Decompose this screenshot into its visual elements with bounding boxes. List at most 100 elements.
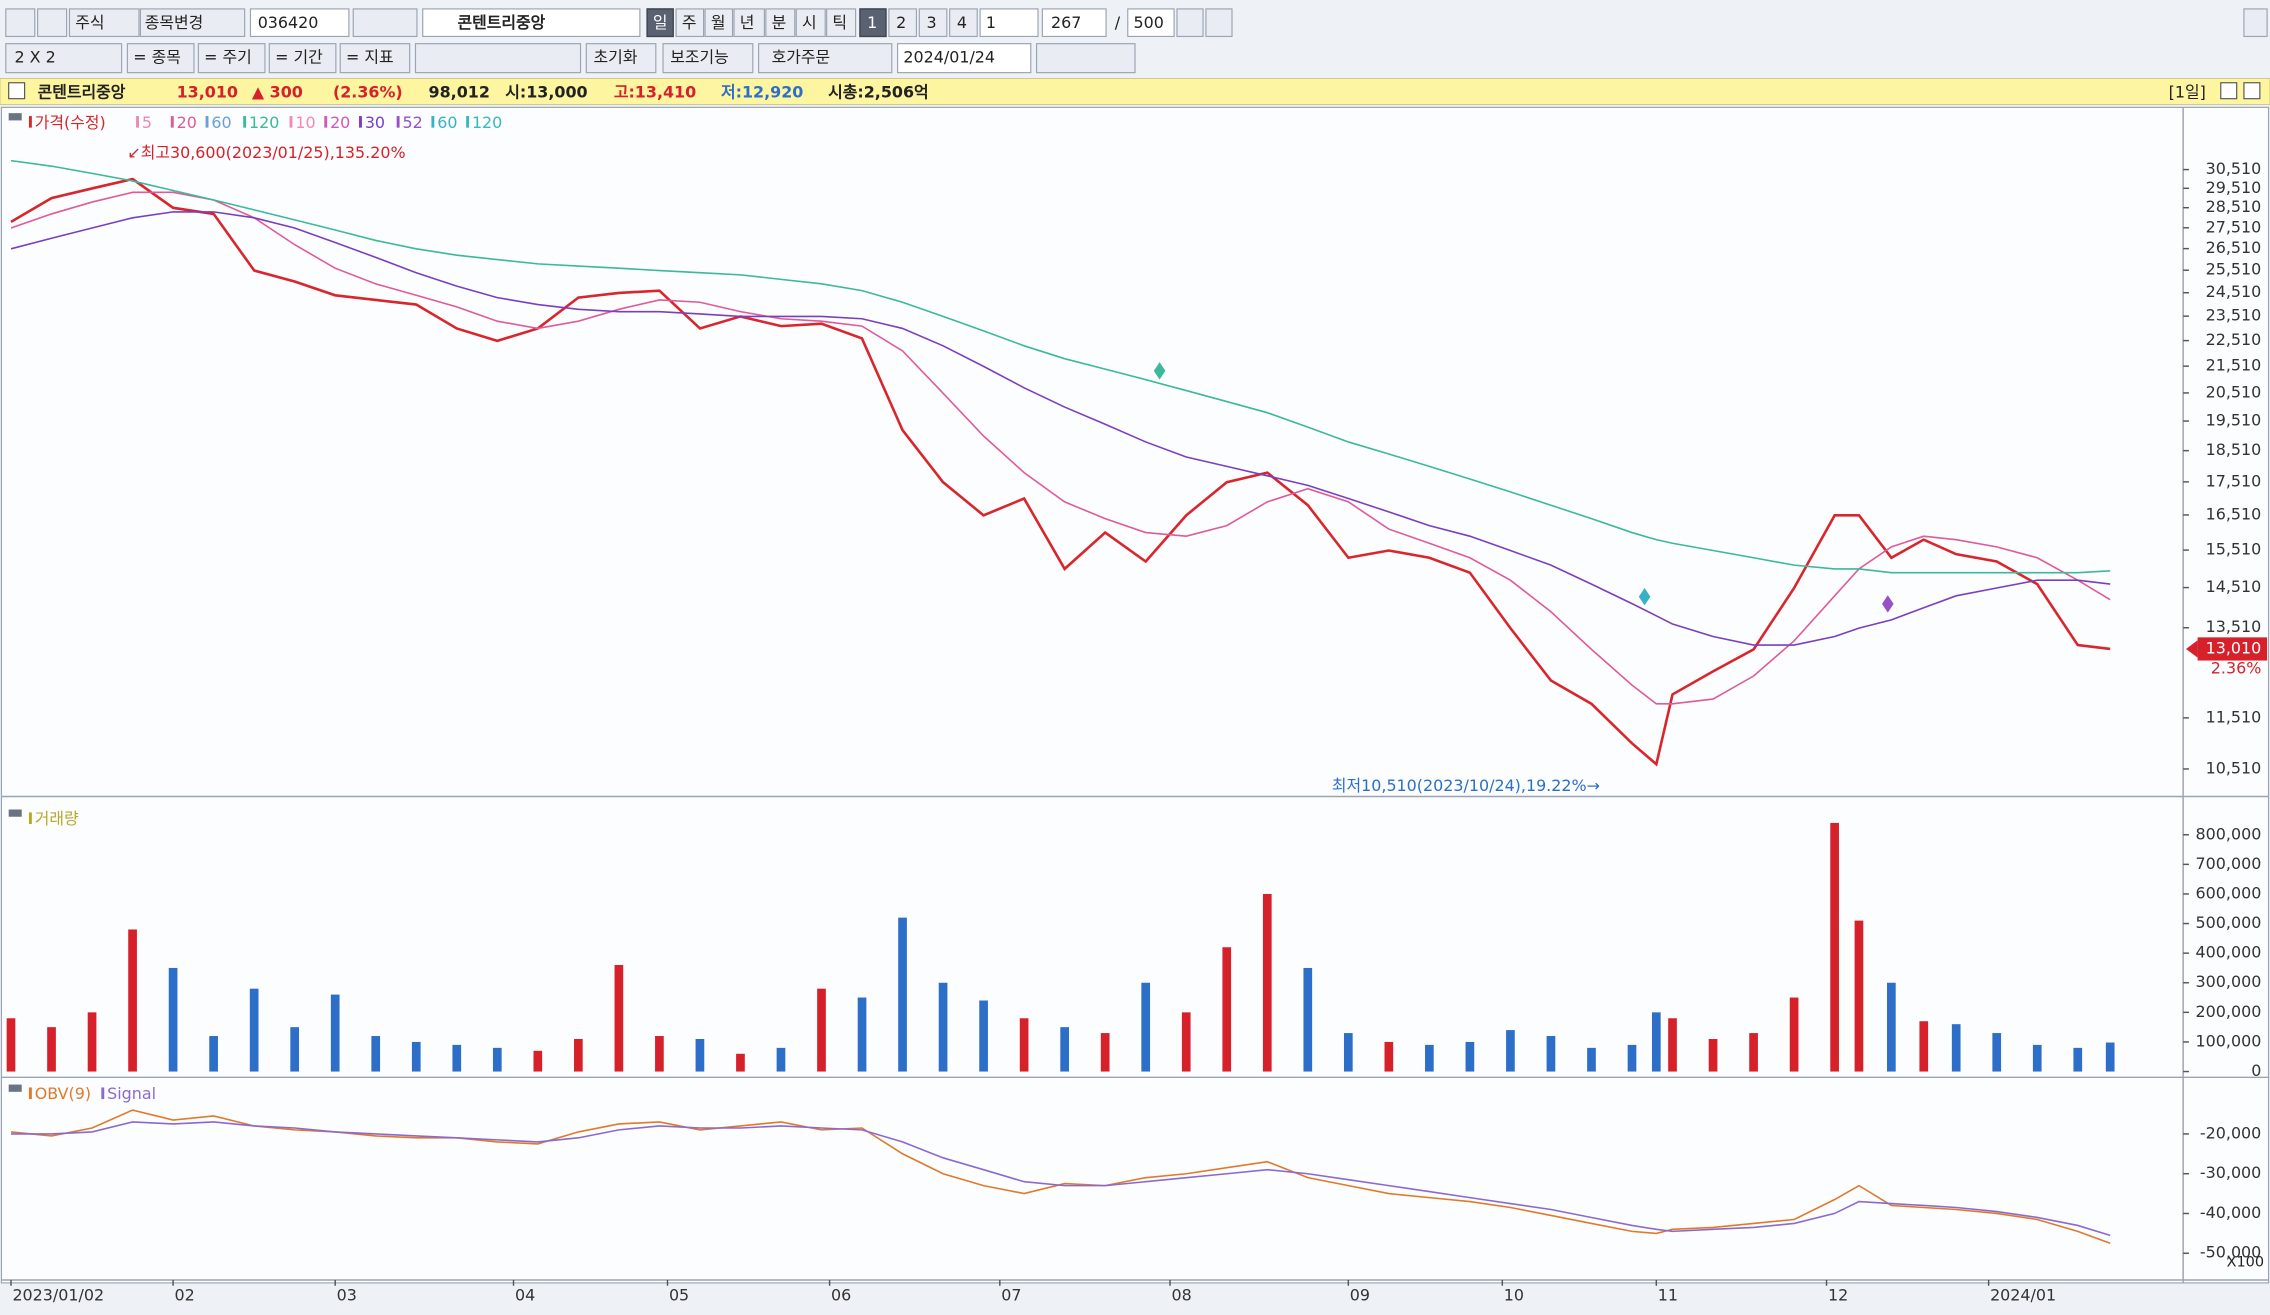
indicator-button-label: = 지표 [346,48,394,67]
layout-label: 3 [927,13,937,32]
close-button[interactable] [2243,82,2261,100]
y-tick-label: 11,510 [2206,707,2262,726]
volume-bar [1951,1024,1961,1072]
y-tick-label: 30,510 [2206,159,2262,178]
interval-select[interactable] [979,8,1039,38]
range-button-label: = 기간 [275,48,323,67]
x-tick-label: 12 [1828,1285,1848,1304]
layout-label: 4 [957,13,967,32]
order-button[interactable] [758,43,893,74]
last-change-label: 2.36% [2211,659,2262,678]
toolbar-row-2: 2 X 2 = 종목 = 주기 = 기간 = 지표 초기화 보조기능 호가주문 … [5,43,1136,74]
change-stock-label: 종목변경 [145,13,204,32]
series-line [10,159,2111,574]
maximize-button[interactable] [2220,82,2238,100]
checkbox[interactable] [8,82,26,100]
change-stock[interactable] [139,8,246,38]
volume-bar [695,1038,705,1072]
volume-bar [1587,1047,1596,1072]
y-tick-label: 200,000 [2196,1002,2262,1021]
volume-bar [938,982,948,1072]
volume-bar [1141,982,1151,1072]
range-button[interactable] [268,43,337,74]
volume-bar [411,1041,421,1072]
menu-button[interactable] [5,8,36,38]
period-label: 시 [802,13,817,32]
volume-bar [492,1047,502,1072]
volume-bar [979,1000,988,1072]
reset-label: 초기화 [594,48,638,67]
setting-buttons[interactable] [1035,43,1136,74]
layout-grid[interactable] [5,43,123,74]
y-tick-label: 16,510 [2206,504,2262,523]
legend-swatch [28,116,32,128]
y-tick-label: 500,000 [2196,913,2262,932]
legend-swatch [243,116,247,128]
x-tick-label: 08 [1171,1285,1191,1304]
volume-bar [1708,1038,1718,1072]
y-tick-label: 700,000 [2196,854,2262,873]
code-input[interactable] [249,8,350,38]
volume-bar [655,1036,664,1072]
layout-1[interactable] [859,8,887,38]
max-count[interactable] [1127,8,1175,38]
legend-label: 거래량 [35,809,79,828]
period-hour[interactable] [795,8,826,38]
save-button[interactable] [1205,8,1233,38]
volume-bar [1343,1033,1353,1072]
up-button[interactable] [37,8,68,38]
max-count-value: 500 [1134,13,1164,32]
period-button[interactable] [197,43,266,74]
layout-2[interactable] [888,8,917,38]
info-low: 저:12,920 [721,82,803,101]
panel-icon [8,1084,22,1092]
search-buttons[interactable] [352,8,418,38]
indicator-button[interactable] [339,43,411,74]
volume-bar [1506,1030,1515,1072]
period-month[interactable] [704,8,734,38]
period-minute[interactable] [765,8,796,38]
navigation-buttons[interactable] [414,43,582,74]
volume-bar [1992,1033,2002,1072]
count-input[interactable] [1041,8,1107,38]
legend-label: 10 [295,113,315,132]
y-tick-label: 13,510 [2206,617,2262,636]
layout-3[interactable] [918,8,948,38]
period-week[interactable] [675,8,705,38]
stock-name-box[interactable] [422,8,641,38]
volume-bar [47,1027,56,1072]
panel-icon [8,809,22,817]
scroll-button[interactable] [2243,8,2268,38]
legend-swatch [170,116,174,128]
period-year[interactable] [733,8,765,38]
market-label: 주식 [75,13,104,32]
period-label: 년 [740,13,755,32]
order-label: 호가주문 [772,48,831,67]
volume-bar [1546,1036,1556,1072]
period-day[interactable] [646,8,674,38]
y-tick-label: 600,000 [2196,883,2262,902]
market-select[interactable] [68,8,140,38]
stock-button-label: = 종목 [133,48,181,67]
legend-label: 5 [142,113,152,132]
volume-bar [1100,1033,1110,1072]
stock-button[interactable] [126,43,195,74]
info-open: 시:13,000 [505,82,587,101]
info-cap: 시총:2,506억 [828,82,929,101]
date-input[interactable] [896,43,1032,74]
layout-4[interactable] [949,8,978,38]
add-button[interactable] [1176,8,1204,38]
legend-label: 60 [437,113,457,132]
y-tick-label: 10,510 [2206,758,2262,777]
legend-label: 20 [177,113,197,132]
volume-bar [209,1036,218,1072]
reset-button[interactable] [585,43,657,74]
period-tick[interactable] [826,8,857,38]
aux-button[interactable] [662,43,754,74]
legend-swatch [101,1087,105,1100]
y-tick-label: 17,510 [2206,471,2262,490]
y-tick-label: 19,510 [2206,411,2262,430]
signal-arrow [1153,362,1166,380]
info-price: 13,010 [177,82,238,101]
